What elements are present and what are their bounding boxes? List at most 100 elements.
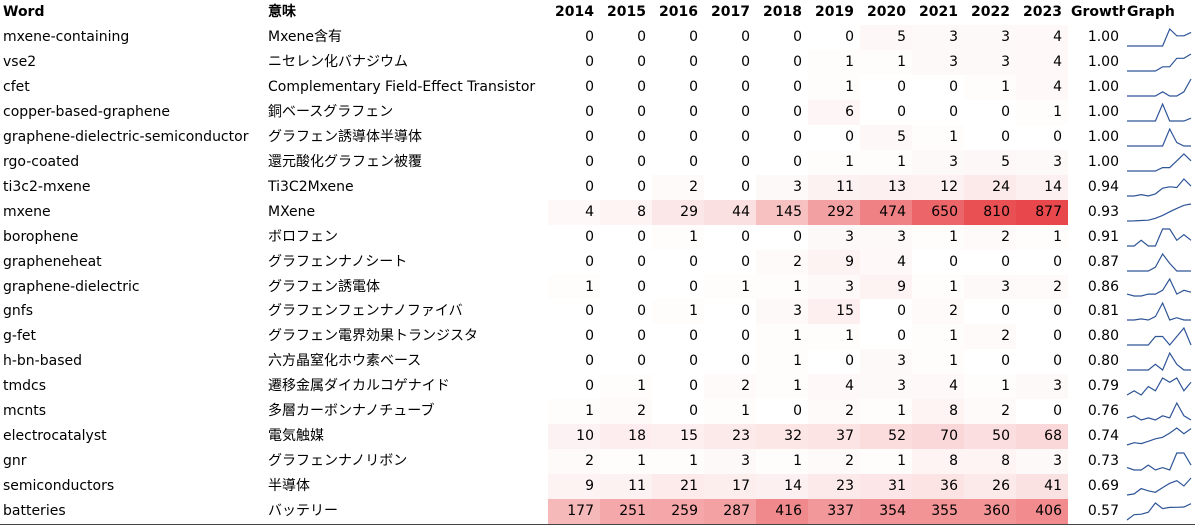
word-cell[interactable]: borophene bbox=[3, 228, 79, 245]
count-cell[interactable]: 0 bbox=[1016, 399, 1068, 425]
count-cell[interactable]: 474 bbox=[860, 199, 912, 225]
count-cell[interactable]: 416 bbox=[756, 499, 808, 525]
meaning-cell[interactable]: グラフェン誘電体 bbox=[268, 278, 380, 295]
meaning-cell[interactable]: 遷移金属ダイカルコゲナイド bbox=[268, 378, 450, 395]
count-cell[interactable]: 1 bbox=[600, 374, 652, 400]
count-cell[interactable]: 354 bbox=[860, 499, 912, 525]
count-cell[interactable]: 0 bbox=[704, 49, 756, 75]
word-cell[interactable]: grapheneheat bbox=[3, 253, 102, 270]
count-cell[interactable]: 0 bbox=[600, 149, 652, 175]
count-cell[interactable]: 0 bbox=[964, 349, 1016, 375]
count-cell[interactable]: 0 bbox=[1016, 299, 1068, 325]
count-cell[interactable]: 0 bbox=[912, 74, 964, 100]
count-cell[interactable]: 0 bbox=[548, 74, 600, 100]
count-cell[interactable]: 50 bbox=[964, 424, 1016, 450]
count-cell[interactable]: 21 bbox=[652, 474, 704, 500]
count-cell[interactable]: 0 bbox=[860, 74, 912, 100]
word-cell[interactable]: graphene-dielectric-semiconductor bbox=[3, 128, 249, 145]
word-cell[interactable]: cfet bbox=[3, 78, 30, 95]
meaning-cell[interactable]: グラフェンナノリボン bbox=[268, 453, 408, 470]
count-cell[interactable]: 1 bbox=[808, 149, 860, 175]
meaning-cell[interactable]: 六方晶窒化ホウ素ベース bbox=[268, 353, 422, 370]
count-cell[interactable]: 0 bbox=[1016, 124, 1068, 150]
word-cell[interactable]: tmdcs bbox=[3, 378, 47, 395]
header-year[interactable]: 2018 bbox=[763, 4, 802, 20]
table-row[interactable]: electrocatalyst 電気触媒 10 18 15 23 32 37 52 70 50 68 0… bbox=[0, 424, 1195, 450]
count-cell[interactable]: 1 bbox=[860, 399, 912, 425]
growth-cell[interactable]: 1.00 bbox=[1087, 29, 1119, 45]
count-cell[interactable]: 0 bbox=[964, 124, 1016, 150]
count-cell[interactable]: 3 bbox=[964, 274, 1016, 300]
count-cell[interactable]: 0 bbox=[704, 224, 756, 250]
count-cell[interactable]: 3 bbox=[704, 449, 756, 475]
count-cell[interactable]: 0 bbox=[652, 249, 704, 275]
meaning-cell[interactable]: Ti3C2Mxene bbox=[268, 178, 354, 195]
count-cell[interactable]: 0 bbox=[652, 49, 704, 75]
count-cell[interactable]: 0 bbox=[756, 74, 808, 100]
count-cell[interactable]: 0 bbox=[808, 349, 860, 375]
table-row[interactable]: vse2 ニセレン化バナジウム 0 0 0 0 0 1 1 3 3 4 1.00 bbox=[0, 49, 1195, 75]
count-cell[interactable]: 0 bbox=[704, 324, 756, 350]
word-cell[interactable]: mcnts bbox=[3, 403, 46, 420]
count-cell[interactable]: 26 bbox=[964, 474, 1016, 500]
meaning-cell[interactable]: 還元酸化グラフェン被覆 bbox=[268, 153, 422, 170]
count-cell[interactable]: 1 bbox=[652, 449, 704, 475]
count-cell[interactable]: 251 bbox=[600, 499, 652, 525]
table-row[interactable]: gnfs グラフェンフェンナノファイバ 0 0 1 0 3 15 0 2 0 0 0.81 bbox=[0, 299, 1195, 325]
count-cell[interactable]: 0 bbox=[548, 374, 600, 400]
word-cell[interactable]: vse2 bbox=[3, 53, 37, 70]
count-cell[interactable]: 29 bbox=[652, 199, 704, 225]
count-cell[interactable]: 0 bbox=[600, 124, 652, 150]
count-cell[interactable]: 0 bbox=[652, 374, 704, 400]
word-cell[interactable]: g-fet bbox=[3, 328, 36, 345]
count-cell[interactable]: 3 bbox=[756, 174, 808, 200]
count-cell[interactable]: 8 bbox=[912, 449, 964, 475]
growth-cell[interactable]: 0.80 bbox=[1087, 328, 1119, 345]
count-cell[interactable]: 31 bbox=[860, 474, 912, 500]
count-cell[interactable]: 0 bbox=[1016, 249, 1068, 275]
count-cell[interactable]: 0 bbox=[600, 25, 652, 50]
count-cell[interactable]: 3 bbox=[964, 25, 1016, 50]
count-cell[interactable]: 3 bbox=[912, 25, 964, 50]
count-cell[interactable]: 5 bbox=[860, 25, 912, 50]
count-cell[interactable]: 0 bbox=[600, 74, 652, 100]
count-cell[interactable]: 1 bbox=[652, 299, 704, 325]
table-row[interactable]: mxene-containing Mxene含有 0 0 0 0 0 0 5 3 3 4 1.00 bbox=[0, 25, 1195, 50]
count-cell[interactable]: 0 bbox=[548, 299, 600, 325]
count-cell[interactable]: 0 bbox=[600, 99, 652, 125]
meaning-cell[interactable]: MXene bbox=[268, 203, 316, 220]
table-row[interactable]: tmdcs 遷移金属ダイカルコゲナイド 0 1 0 2 1 4 3 4 1 3 0.79 bbox=[0, 374, 1195, 400]
count-cell[interactable]: 0 bbox=[1016, 324, 1068, 350]
count-cell[interactable]: 2 bbox=[652, 174, 704, 200]
growth-cell[interactable]: 0.87 bbox=[1087, 253, 1119, 270]
count-cell[interactable]: 1 bbox=[964, 374, 1016, 400]
count-cell[interactable]: 1 bbox=[964, 74, 1016, 100]
count-cell[interactable]: 2 bbox=[964, 399, 1016, 425]
count-cell[interactable]: 0 bbox=[548, 124, 600, 150]
count-cell[interactable]: 0 bbox=[548, 25, 600, 50]
count-cell[interactable]: 0 bbox=[600, 224, 652, 250]
count-cell[interactable]: 1 bbox=[912, 274, 964, 300]
count-cell[interactable]: 0 bbox=[652, 274, 704, 300]
count-cell[interactable]: 0 bbox=[548, 324, 600, 350]
count-cell[interactable]: 23 bbox=[704, 424, 756, 450]
word-cell[interactable]: electrocatalyst bbox=[3, 428, 107, 445]
count-cell[interactable]: 0 bbox=[548, 174, 600, 200]
count-cell[interactable]: 2 bbox=[756, 249, 808, 275]
count-cell[interactable]: 355 bbox=[912, 499, 964, 525]
count-cell[interactable]: 1 bbox=[1016, 99, 1068, 125]
count-cell[interactable]: 9 bbox=[548, 474, 600, 500]
count-cell[interactable]: 15 bbox=[652, 424, 704, 450]
growth-cell[interactable]: 1.00 bbox=[1087, 153, 1119, 170]
table-row[interactable]: h-bn-based 六方晶窒化ホウ素ベース 0 0 0 0 1 0 3 1 0 0 0.80 bbox=[0, 349, 1195, 375]
header-year[interactable]: 2015 bbox=[607, 4, 646, 20]
count-cell[interactable]: 0 bbox=[600, 324, 652, 350]
count-cell[interactable]: 0 bbox=[652, 399, 704, 425]
count-cell[interactable]: 3 bbox=[1016, 149, 1068, 175]
count-cell[interactable]: 0 bbox=[548, 149, 600, 175]
header-year[interactable]: 2014 bbox=[555, 4, 594, 20]
growth-cell[interactable]: 1.00 bbox=[1087, 78, 1119, 95]
word-cell[interactable]: gnr bbox=[3, 453, 27, 470]
count-cell[interactable]: 0 bbox=[600, 49, 652, 75]
count-cell[interactable]: 3 bbox=[860, 224, 912, 250]
